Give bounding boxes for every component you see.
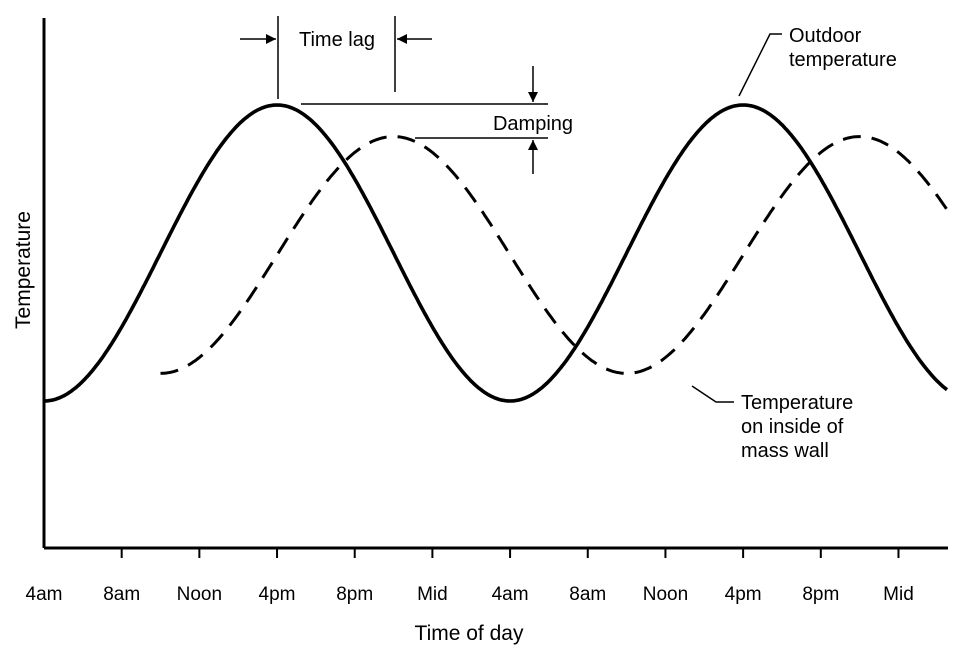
time-lag-annotation: Time lag: [240, 16, 432, 99]
x-tick-label: 8am: [569, 584, 606, 605]
inside-label-line1: Temperature: [741, 392, 853, 414]
x-tick-label: 4pm: [259, 584, 296, 605]
x-tick-label: 4am: [26, 584, 63, 605]
inside-label-line2: on inside of: [741, 416, 844, 438]
outdoor-temperature-callout: Outdoor temperature: [738, 25, 897, 97]
x-tick-label: Noon: [177, 584, 222, 605]
inside-label-line3: mass wall: [741, 440, 829, 462]
x-tick-label: Noon: [643, 584, 688, 605]
time-lag-label: Time lag: [299, 29, 375, 51]
x-tick-label: 8pm: [802, 584, 839, 605]
inside-temperature-callout: Temperature on inside of mass wall: [691, 385, 853, 462]
x-tick-label: 8pm: [336, 584, 373, 605]
x-tick-label: Mid: [417, 584, 448, 605]
x-axis-title: Time of day: [415, 622, 524, 645]
outdoor-leader-line: [738, 33, 782, 97]
outdoor-label-line1: Outdoor: [789, 25, 862, 47]
x-tick-label: Mid: [883, 584, 914, 605]
x-axis-tick-labels: 4am 8am Noon 4pm 8pm Mid 4am 8am Noon 4pm 8pm Mid: [26, 584, 914, 605]
x-tick-label: 8am: [103, 584, 140, 605]
y-axis-title: Temperature: [12, 211, 35, 329]
series-line-outdoor-temperature: [43, 103, 949, 403]
x-axis-ticks: [120, 548, 900, 558]
inside-leader-line: [691, 385, 734, 403]
x-tick-label: 4am: [492, 584, 529, 605]
x-tick-label: 4pm: [725, 584, 762, 605]
outdoor-label-line2: temperature: [789, 49, 897, 71]
series-line-inside-mass-wall-temperature: [160, 135, 949, 375]
damping-annotation: Damping: [301, 66, 573, 174]
damping-label: Damping: [493, 113, 573, 135]
